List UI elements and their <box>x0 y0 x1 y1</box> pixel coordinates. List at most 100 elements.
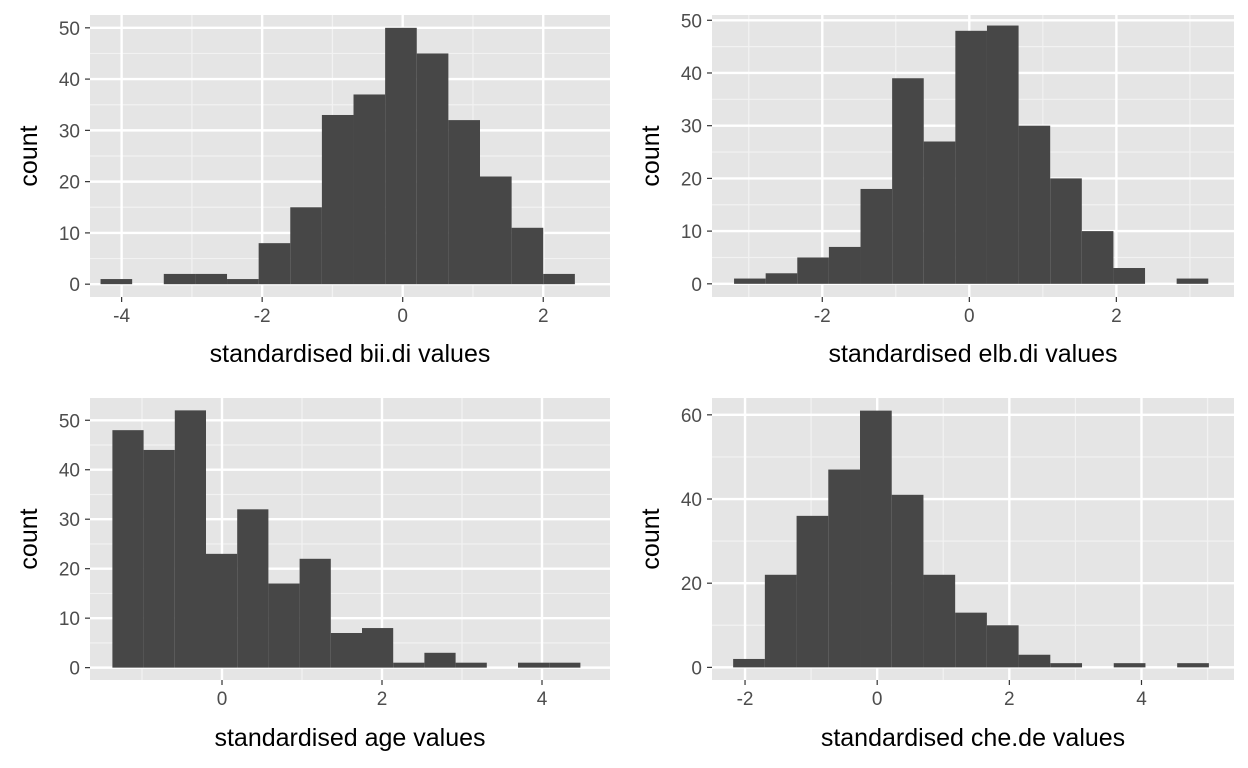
x-tick-label: 2 <box>1111 306 1122 327</box>
histogram-bar <box>543 273 575 285</box>
y-tick-label: 0 <box>691 658 702 679</box>
histogram-bar <box>923 141 956 284</box>
histogram-bar <box>734 278 766 284</box>
histogram-bar <box>796 515 829 668</box>
histogram-bar <box>299 558 331 668</box>
histogram-bar <box>860 188 893 284</box>
histogram-bar <box>100 279 133 285</box>
y-tick-label: 30 <box>681 117 702 138</box>
histogram-bar <box>237 509 269 668</box>
histogram-bar <box>330 633 362 668</box>
histogram-bar <box>362 628 394 668</box>
histogram-bar <box>385 27 417 285</box>
y-tick-label: 40 <box>681 64 702 85</box>
x-tick-label: -2 <box>737 689 754 710</box>
x-axis-title: standardised che.de values <box>821 724 1125 752</box>
y-tick-label: 20 <box>59 173 80 194</box>
histogram-bars <box>112 410 581 668</box>
y-tick-label: 10 <box>59 609 80 630</box>
x-tick-label: 4 <box>1136 689 1147 710</box>
x-tick-label: 0 <box>872 689 883 710</box>
histogram-bar <box>393 662 425 668</box>
y-tick-label: 40 <box>681 490 702 511</box>
x-tick-label: 4 <box>537 689 548 710</box>
x-tick-label: 2 <box>1004 689 1015 710</box>
x-tick-label: 0 <box>217 689 228 710</box>
histogram-bar <box>1113 268 1146 284</box>
histogram-bar <box>1081 231 1114 284</box>
histogram-bar <box>986 25 1019 284</box>
histogram-bar <box>353 94 386 285</box>
y-tick-label: 40 <box>59 70 80 91</box>
histogram-bar <box>549 662 581 668</box>
histogram-bar <box>416 53 449 285</box>
histogram-bar <box>892 78 924 284</box>
histogram-bar <box>955 30 987 284</box>
histogram-bar <box>163 273 196 285</box>
histogram-bar <box>290 207 322 285</box>
y-tick-label: 0 <box>69 275 80 296</box>
histogram-bar <box>143 449 175 668</box>
histogram-bars <box>733 410 1209 668</box>
y-tick-label: 10 <box>59 224 80 245</box>
histogram-bar <box>955 612 987 668</box>
y-tick-label: 50 <box>59 411 80 432</box>
histogram-bar <box>986 625 1019 668</box>
histogram-bar <box>860 410 892 668</box>
x-tick-label: 2 <box>538 306 549 327</box>
histogram-bars <box>100 27 575 285</box>
histogram-bars <box>734 25 1209 284</box>
y-axis-title: count <box>637 125 665 186</box>
y-tick-label: 0 <box>69 659 80 680</box>
histogram-bar <box>797 257 829 284</box>
histogram-bar <box>518 662 550 668</box>
histogram-bar <box>1018 654 1051 668</box>
y-tick-label: 30 <box>59 510 80 531</box>
histogram-bar <box>1050 178 1082 284</box>
x-tick-label: -2 <box>254 306 271 327</box>
histogram-bar <box>764 574 797 668</box>
histogram-bar <box>1176 278 1209 284</box>
y-axis-title: count <box>15 125 43 186</box>
y-tick-label: 40 <box>59 461 80 482</box>
x-axis-title: standardised elb.di values <box>828 340 1117 368</box>
histogram-bar <box>828 246 861 284</box>
histogram-bar <box>112 430 144 668</box>
x-tick-label: 0 <box>964 306 975 327</box>
x-tick-label: 2 <box>377 689 388 710</box>
histogram-bar <box>448 120 480 285</box>
y-tick-label: 20 <box>681 574 702 595</box>
y-tick-label: 30 <box>59 121 80 142</box>
x-tick-label: -4 <box>113 306 130 327</box>
y-tick-label: 10 <box>681 222 702 243</box>
y-tick-label: 50 <box>681 11 702 32</box>
histogram-bar <box>828 469 861 668</box>
y-axis-title: count <box>637 508 665 569</box>
histogram-bar <box>733 658 765 668</box>
histogram-bar <box>1018 125 1051 284</box>
histogram-bar <box>480 176 512 285</box>
histogram-bar <box>321 114 354 285</box>
histogram-bar <box>258 243 291 285</box>
y-tick-label: 50 <box>59 19 80 40</box>
x-axis-title: standardised bii.di values <box>210 340 491 368</box>
histogram-bar <box>891 494 924 668</box>
histogram-bar <box>923 574 956 668</box>
histogram-bar <box>511 227 544 285</box>
histogram-bar <box>206 553 238 668</box>
histogram-bar <box>268 583 300 668</box>
x-tick-label: -2 <box>814 306 831 327</box>
histogram-bar <box>455 662 487 668</box>
y-tick-label: 20 <box>681 169 702 190</box>
histogram-bar <box>174 410 206 668</box>
y-tick-label: 0 <box>691 275 702 296</box>
